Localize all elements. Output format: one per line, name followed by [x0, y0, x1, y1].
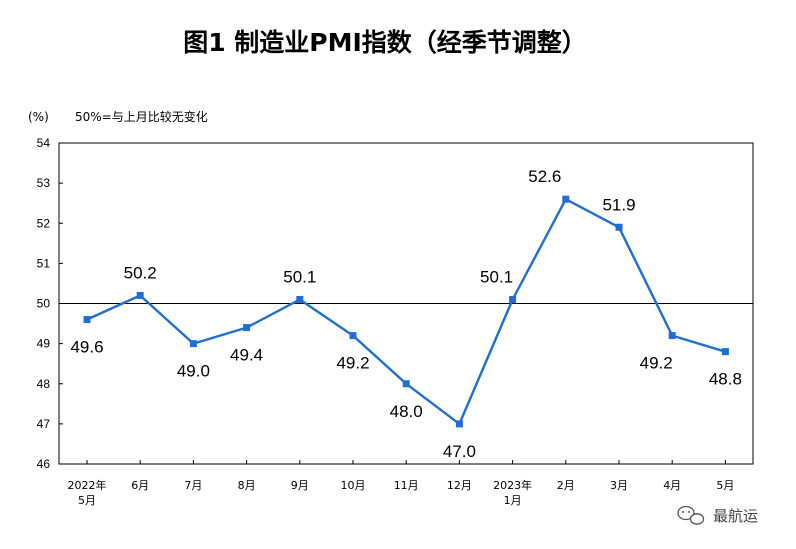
x-tick-label: 5月	[78, 494, 96, 507]
data-label: 49.2	[336, 354, 369, 373]
y-tick-label: 52	[37, 216, 51, 230]
wechat-icon	[677, 505, 705, 525]
y-axis-unit: (%)	[28, 110, 49, 124]
reference-annotation: 50%=与上月比较无变化	[75, 109, 208, 124]
data-point	[349, 332, 357, 340]
y-tick-label: 51	[37, 256, 51, 270]
data-label: 48.0	[390, 402, 423, 421]
y-tick-label: 50	[37, 297, 51, 311]
chart-title: 图1 制造业PMI指数（经季节调整）	[183, 28, 587, 57]
y-tick-label: 49	[37, 337, 51, 351]
data-point	[455, 420, 463, 428]
y-tick-label: 54	[37, 136, 51, 150]
data-point	[402, 380, 410, 388]
data-point	[562, 195, 570, 203]
data-point	[509, 295, 517, 303]
data-label: 49.4	[230, 346, 263, 365]
data-labels: 49.6 50.2 49.0 49.4 50.1 49.2 48.0 47.0 50.1 52.6…	[70, 167, 741, 461]
x-tick-label: 11月	[394, 479, 419, 492]
x-tick-label: 3月	[610, 479, 628, 492]
x-tick-label: 1月	[504, 494, 522, 507]
x-tick-label: 2023年	[493, 478, 532, 492]
y-tick-label: 53	[37, 176, 51, 190]
y-tick-label: 48	[37, 377, 51, 391]
data-label: 50.1	[283, 267, 316, 286]
data-point	[721, 348, 729, 356]
data-label: 51.9	[602, 195, 635, 214]
data-point	[668, 332, 676, 340]
data-label: 49.6	[70, 338, 103, 357]
series-pmi	[83, 195, 729, 428]
data-label: 52.6	[528, 167, 561, 186]
data-point	[189, 340, 197, 348]
x-tick-label: 5月	[716, 479, 734, 492]
x-tick-label: 12月	[447, 479, 472, 492]
x-tick-label: 9月	[291, 479, 309, 492]
data-label: 49.0	[177, 362, 210, 381]
y-axis-ticks: 46 47 48 49 50 51 52 53 54	[37, 136, 63, 471]
x-tick-label: 10月	[341, 479, 366, 492]
data-label: 48.8	[709, 370, 742, 389]
watermark: 最航运	[677, 505, 758, 525]
y-tick-label: 46	[37, 457, 51, 471]
data-point	[615, 223, 623, 231]
data-point	[136, 291, 144, 299]
data-point	[296, 295, 304, 303]
x-tick-label: 2022年	[68, 478, 107, 492]
data-point	[83, 316, 91, 324]
x-tick-label: 2月	[557, 479, 575, 492]
x-tick-label: 6月	[131, 479, 149, 492]
data-label: 47.0	[443, 442, 476, 461]
data-point	[243, 324, 251, 332]
x-tick-label: 7月	[184, 479, 202, 492]
x-tick-label: 4月	[663, 479, 681, 492]
data-label: 49.2	[640, 354, 673, 373]
watermark-text: 最航运	[713, 507, 758, 525]
data-label: 50.2	[124, 263, 157, 282]
x-axis-ticks: 2022年 5月 6月 7月 8月 9月 10月 11月 12月 2023年 1月 2月 3月 4月 5月	[68, 460, 734, 507]
y-tick-label: 47	[37, 417, 51, 431]
data-label: 50.1	[480, 267, 513, 286]
x-tick-label: 8月	[238, 479, 256, 492]
